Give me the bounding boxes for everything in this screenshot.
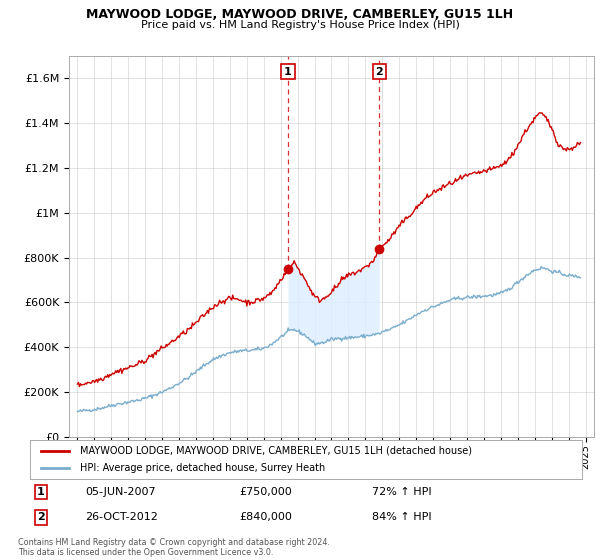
Text: MAYWOOD LODGE, MAYWOOD DRIVE, CAMBERLEY, GU15 1LH (detached house): MAYWOOD LODGE, MAYWOOD DRIVE, CAMBERLEY,… xyxy=(80,446,472,456)
Text: 2: 2 xyxy=(376,67,383,77)
Text: 2: 2 xyxy=(37,512,45,522)
Text: 72% ↑ HPI: 72% ↑ HPI xyxy=(372,487,432,497)
Text: Price paid vs. HM Land Registry's House Price Index (HPI): Price paid vs. HM Land Registry's House … xyxy=(140,20,460,30)
Text: £750,000: £750,000 xyxy=(240,487,293,497)
Text: 05-JUN-2007: 05-JUN-2007 xyxy=(85,487,156,497)
Text: 84% ↑ HPI: 84% ↑ HPI xyxy=(372,512,432,522)
Text: 26-OCT-2012: 26-OCT-2012 xyxy=(85,512,158,522)
Text: Contains HM Land Registry data © Crown copyright and database right 2024.
This d: Contains HM Land Registry data © Crown c… xyxy=(18,538,330,557)
Text: 1: 1 xyxy=(37,487,45,497)
Text: HPI: Average price, detached house, Surrey Heath: HPI: Average price, detached house, Surr… xyxy=(80,463,325,473)
Text: 1: 1 xyxy=(284,67,292,77)
Text: £840,000: £840,000 xyxy=(240,512,293,522)
Text: MAYWOOD LODGE, MAYWOOD DRIVE, CAMBERLEY, GU15 1LH: MAYWOOD LODGE, MAYWOOD DRIVE, CAMBERLEY,… xyxy=(86,8,514,21)
